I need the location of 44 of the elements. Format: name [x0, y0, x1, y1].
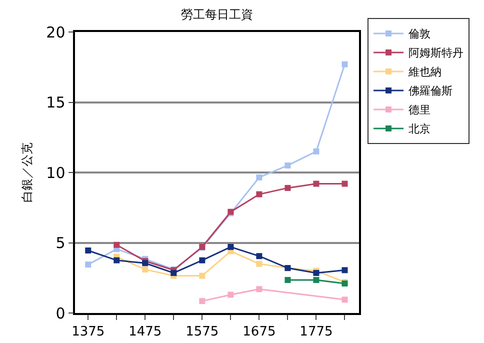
- y-tick-label: 10: [46, 164, 66, 182]
- x-tick-label: 1675: [242, 324, 276, 340]
- legend-label: 佛羅倫斯: [408, 84, 453, 98]
- point: [199, 298, 206, 304]
- point: [199, 257, 206, 264]
- point: [313, 148, 320, 154]
- legend-label: 倫敦: [408, 28, 431, 41]
- x-tick-label: 1575: [186, 324, 219, 340]
- point: [228, 244, 234, 250]
- point: [85, 247, 92, 254]
- point: [342, 180, 348, 187]
- legend-label: 德里: [408, 104, 431, 117]
- chart-title: 勞工每日工資: [181, 8, 253, 22]
- y-axis-title: 白銀／公克: [20, 142, 34, 202]
- point: [342, 267, 348, 274]
- legend-label: 維也納: [408, 66, 442, 79]
- point: [228, 292, 234, 298]
- x-tick-label: 1375: [72, 324, 105, 340]
- point: [284, 162, 291, 168]
- y-tick-label: 0: [56, 304, 66, 322]
- point: [114, 257, 120, 264]
- point: [199, 272, 206, 279]
- point: [313, 180, 320, 187]
- legend-label: 北京: [408, 122, 431, 136]
- legend-label: 阿姆斯特丹: [408, 46, 464, 60]
- point: [313, 276, 320, 283]
- point: [256, 191, 262, 198]
- point: [256, 174, 262, 180]
- point: [342, 61, 348, 68]
- point: [284, 184, 291, 191]
- point: [170, 270, 177, 276]
- point: [342, 296, 348, 303]
- point: [256, 286, 262, 292]
- point: [85, 262, 92, 268]
- point: [256, 253, 262, 260]
- y-tick-label: 20: [46, 23, 66, 42]
- y-tick-label: 5: [56, 234, 66, 252]
- point: [256, 260, 262, 267]
- point: [114, 242, 120, 248]
- y-tick-label: 15: [46, 94, 66, 112]
- x-tick-label: 1475: [128, 324, 162, 340]
- point: [142, 266, 148, 272]
- x-tick-label: 1775: [300, 324, 333, 340]
- point: [284, 276, 291, 283]
